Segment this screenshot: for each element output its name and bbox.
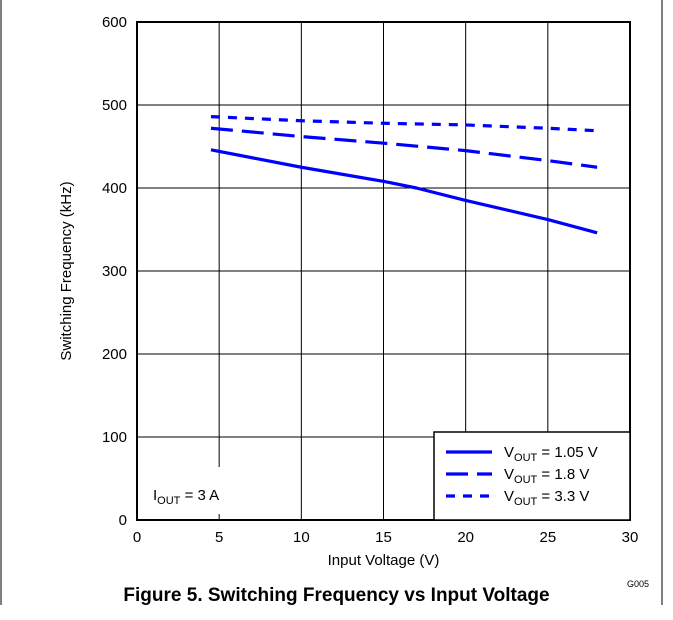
x-tick-label: 25 bbox=[539, 529, 556, 546]
x-tick-label: 15 bbox=[375, 529, 392, 546]
annotation-background bbox=[148, 467, 258, 514]
series-line-3 bbox=[210, 115, 598, 133]
y-tick-label: 200 bbox=[102, 346, 127, 363]
y-axis-title: Switching Frequency (kHz) bbox=[58, 181, 75, 360]
figure-caption: Figure 5. Switching Frequency vs Input V… bbox=[123, 585, 550, 606]
legend-box bbox=[433, 431, 631, 521]
y-tick-label: 0 bbox=[119, 512, 127, 529]
annotation-text: IOUT = 3 A bbox=[153, 487, 219, 507]
series-line-1 bbox=[210, 148, 598, 235]
y-tick-label: 500 bbox=[102, 97, 127, 114]
y-tick-label: 600 bbox=[102, 14, 127, 31]
plot-area-border bbox=[136, 21, 631, 521]
y-tick-label: 400 bbox=[102, 180, 127, 197]
x-axis-title: Input Voltage (V) bbox=[328, 552, 440, 569]
legend-label-1: VOUT = 1.05 V bbox=[504, 444, 598, 464]
x-tick-label: 30 bbox=[622, 529, 639, 546]
series-line-2 bbox=[210, 126, 598, 169]
figure-code: G005 bbox=[627, 579, 650, 589]
y-tick-label: 100 bbox=[102, 429, 127, 446]
x-tick-label: 0 bbox=[133, 529, 141, 546]
x-tick-label: 10 bbox=[293, 529, 310, 546]
x-tick-label: 5 bbox=[215, 529, 223, 546]
legend-label-3: VOUT = 3.3 V bbox=[504, 488, 589, 508]
legend-label-2: VOUT = 1.8 V bbox=[504, 466, 589, 486]
x-tick-label: 20 bbox=[457, 529, 474, 546]
y-tick-label: 300 bbox=[102, 263, 127, 280]
